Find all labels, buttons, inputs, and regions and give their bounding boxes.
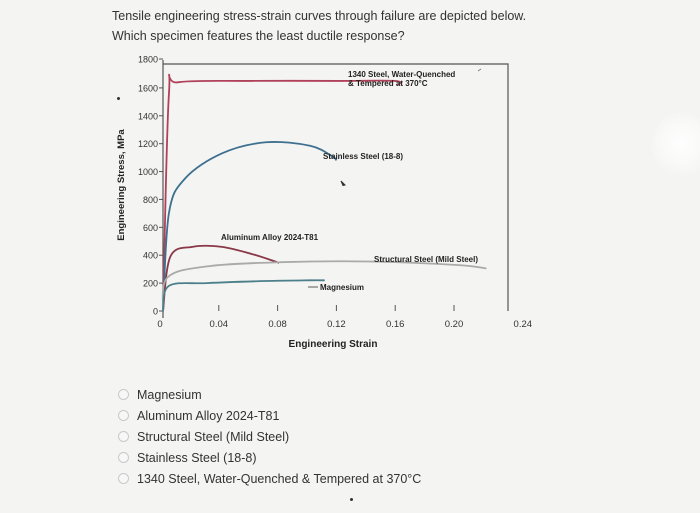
y-tick-label: 1400 (138, 111, 158, 121)
radio-button-icon[interactable] (118, 410, 129, 421)
option-stainless-steel[interactable]: Stainless Steel (18-8) (118, 447, 421, 468)
y-tick-label: 1600 (138, 83, 158, 93)
radio-button-icon[interactable] (118, 431, 129, 442)
y-tick-label: 1000 (138, 167, 158, 177)
stray-mark (350, 498, 353, 501)
option-label: Structural Steel (Mild Steel) (137, 429, 290, 444)
option-structural-steel[interactable]: Structural Steel (Mild Steel) (118, 426, 421, 447)
x-tick-label: 0.04 (210, 319, 229, 330)
x-tick-label: 0.08 (268, 319, 287, 330)
stainless-steel-label: Stainless Steel (18-8) (323, 152, 403, 161)
1340-steel-label: & Tempered at 370°C (348, 79, 428, 88)
y-tick-label: 600 (143, 223, 158, 233)
x-tick-label: 0.24 (514, 319, 533, 330)
option-label: 1340 Steel, Water-Quenched & Tempered at… (137, 471, 422, 486)
x-tick-label: 0 (157, 319, 162, 330)
stainless-steel-curve (162, 141, 338, 312)
x-tick-label: 0.20 (445, 319, 464, 330)
radio-button-icon[interactable] (118, 473, 129, 484)
1340-steel-label: 1340 Steel, Water-Quenched (348, 70, 455, 79)
radio-button-icon[interactable] (118, 389, 129, 400)
arrow-cursor-icon (340, 180, 346, 187)
option-label: Stainless Steel (18-8) (137, 450, 257, 465)
stray-mark (117, 97, 120, 100)
y-tick-label: 800 (143, 195, 158, 205)
magnesium-label: Magnesium (320, 283, 364, 292)
question-text: Tensile engineering stress-strain curves… (112, 6, 526, 46)
y-tick-label: 1200 (138, 139, 158, 149)
question-line-1: Tensile engineering stress-strain curves… (112, 9, 527, 23)
y-tick-label: 200 (143, 279, 158, 289)
x-tick-label: 0.16 (386, 319, 405, 330)
stray-mark (477, 68, 482, 72)
y-axis-label: Engineering Stress, MPa (116, 129, 127, 241)
radio-button-icon[interactable] (118, 452, 129, 463)
question-line-2: Which specimen features the least ductil… (112, 29, 405, 43)
structural-steel-label: Structural Steel (Mild Steel) (374, 255, 478, 264)
option-magnesium[interactable]: Magnesium (118, 384, 421, 405)
structural-steel-curve (161, 260, 487, 312)
option-label: Magnesium (137, 387, 202, 402)
y-tick-label: 400 (143, 251, 158, 261)
y-tick-label: 0 (153, 307, 158, 317)
aluminum-alloy-curve (162, 244, 280, 312)
screen-glare (652, 112, 700, 182)
x-tick-label: 0.12 (327, 319, 346, 330)
y-tick-label: 1800 (138, 55, 158, 65)
magnesium-curve (162, 279, 325, 312)
aluminum-alloy-label: Aluminum Alloy 2024-T81 (221, 233, 319, 242)
option-aluminum-alloy[interactable]: Aluminum Alloy 2024-T81 (118, 405, 421, 426)
x-axis-label: Engineering Strain (289, 339, 378, 350)
option-1340-steel[interactable]: 1340 Steel, Water-Quenched & Tempered at… (118, 468, 421, 489)
plot-frame (163, 63, 509, 311)
option-label: Aluminum Alloy 2024-T81 (137, 408, 280, 423)
answer-options: Magnesium Aluminum Alloy 2024-T81 Struct… (118, 384, 421, 489)
1340-steel-curve (162, 73, 402, 312)
